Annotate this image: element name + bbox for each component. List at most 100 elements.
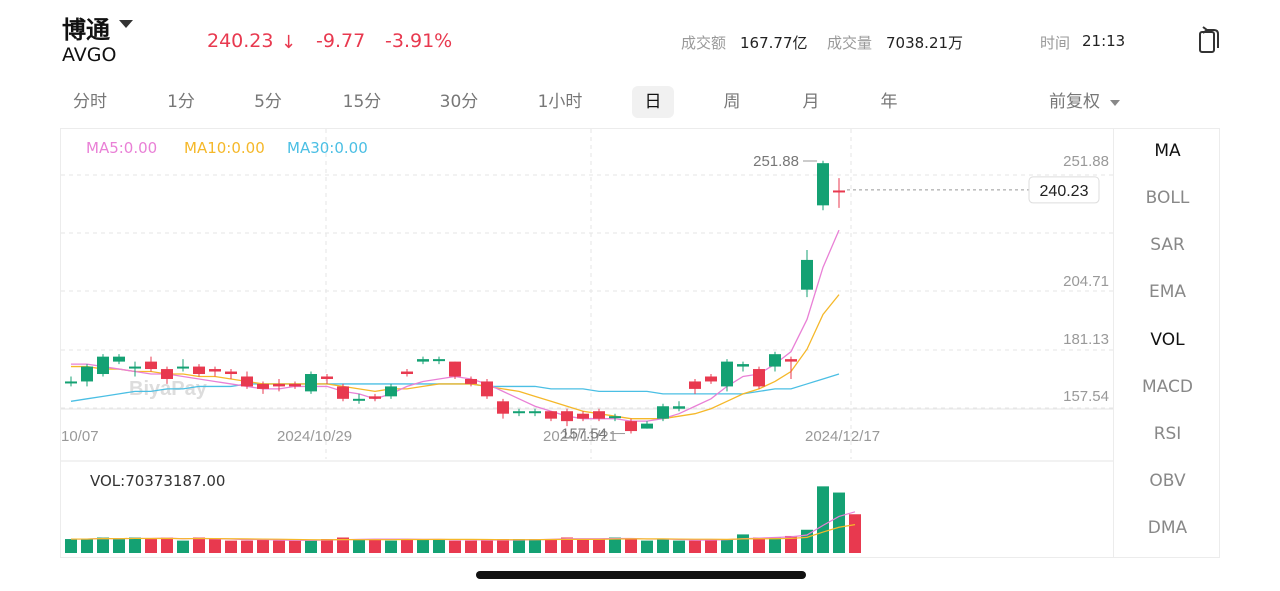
tab-1hour[interactable]: 1小时 bbox=[537, 92, 583, 112]
volume-bar bbox=[337, 537, 349, 553]
candle-body bbox=[81, 366, 93, 382]
candle-body bbox=[369, 396, 381, 399]
candle-body bbox=[689, 381, 701, 389]
indicator-rsi[interactable]: RSI bbox=[1153, 424, 1182, 444]
indicator-ma[interactable]: MA bbox=[1154, 141, 1181, 161]
candle-body bbox=[225, 371, 237, 375]
tab-15min[interactable]: 15分 bbox=[342, 92, 382, 112]
tab-intraday[interactable]: 分时 bbox=[73, 92, 107, 112]
volume-bar bbox=[161, 537, 173, 553]
tab-month[interactable]: 月 bbox=[802, 92, 820, 112]
volume-bar bbox=[673, 540, 685, 553]
chart-area[interactable]: BiyaPay 251.88 204.71 181.13 157.54 10/07 2024… bbox=[60, 128, 1220, 558]
volume-bar bbox=[609, 537, 621, 553]
volume-bar bbox=[177, 540, 189, 553]
candle-body bbox=[529, 411, 541, 414]
volume-bar bbox=[433, 539, 445, 553]
candle-body bbox=[705, 376, 717, 382]
volume-bar bbox=[817, 486, 829, 553]
time-label: 时间 bbox=[1040, 34, 1071, 52]
candle-body bbox=[545, 411, 557, 419]
indicator-dma[interactable]: DMA bbox=[1147, 518, 1188, 538]
volume-bar bbox=[657, 539, 669, 553]
indicator-vol[interactable]: VOL bbox=[1150, 330, 1185, 350]
indicator-boll[interactable]: BOLL bbox=[1145, 188, 1190, 208]
x-axis-label: 2024/10/29 bbox=[277, 428, 352, 445]
volume-bar bbox=[497, 539, 509, 553]
volume-bar bbox=[369, 539, 381, 553]
period-tabs: 分时 1分 5分 15分 30分 1小时 日 周 月 年 前复权 bbox=[0, 86, 1280, 120]
indicator-macd[interactable]: MACD bbox=[1142, 377, 1193, 397]
candle-body bbox=[465, 378, 477, 384]
volume-bar bbox=[737, 534, 749, 553]
volume-bar bbox=[289, 540, 301, 553]
indicator-sidebar: MA BOLL SAR EMA VOL MACD RSI OBV DMA bbox=[1113, 128, 1220, 558]
volume-bar bbox=[321, 539, 333, 553]
price-change-percent: -3.91% bbox=[385, 30, 453, 52]
candle-body bbox=[129, 366, 141, 369]
home-indicator[interactable] bbox=[476, 571, 806, 579]
candle-body bbox=[289, 383, 301, 387]
volume-bar bbox=[257, 539, 269, 553]
volume-bar bbox=[145, 539, 157, 553]
last-price-label: 240.23 bbox=[1040, 183, 1089, 200]
stock-name[interactable]: 博通 bbox=[62, 16, 110, 44]
rotate-screen-icon[interactable] bbox=[1196, 24, 1224, 56]
candle-body bbox=[641, 423, 653, 429]
dropdown-caret-icon bbox=[1110, 100, 1120, 106]
volume-bar bbox=[129, 537, 141, 553]
volume-bar bbox=[545, 539, 557, 553]
stock-switch-caret-icon[interactable] bbox=[119, 20, 133, 28]
volume-bar bbox=[641, 540, 653, 553]
volume-bar bbox=[849, 514, 861, 553]
candle-body bbox=[657, 406, 669, 419]
candle-body bbox=[65, 381, 77, 384]
low-annotation-label: 157.54 bbox=[561, 426, 607, 443]
volume-bar bbox=[401, 539, 413, 553]
volume-bar bbox=[801, 529, 813, 553]
volume-bar bbox=[449, 540, 461, 553]
candle-body bbox=[801, 259, 813, 290]
volume-bar bbox=[241, 540, 253, 553]
price-adjust-dropdown[interactable]: 前复权 bbox=[1049, 92, 1100, 112]
candle-body bbox=[161, 369, 173, 379]
tab-30min[interactable]: 30分 bbox=[439, 92, 479, 112]
candle-body bbox=[305, 374, 317, 392]
candle-body bbox=[561, 411, 573, 422]
candle-body bbox=[385, 386, 397, 397]
volume-bar bbox=[833, 492, 845, 553]
candle-body bbox=[577, 413, 589, 419]
candle-body bbox=[97, 356, 109, 375]
candle-body bbox=[513, 411, 525, 414]
y-axis-label: 181.13 bbox=[1063, 331, 1109, 348]
tab-day[interactable]: 日 bbox=[632, 86, 674, 118]
down-arrow-icon: ↓ bbox=[281, 32, 297, 53]
volume-bar bbox=[385, 540, 397, 553]
tab-week[interactable]: 周 bbox=[723, 92, 741, 112]
indicator-sar[interactable]: SAR bbox=[1150, 235, 1185, 255]
candle-body bbox=[145, 361, 157, 370]
candle-body bbox=[785, 359, 797, 362]
candle-body bbox=[593, 411, 605, 419]
volume-bar bbox=[753, 537, 765, 553]
volume-bar bbox=[705, 539, 717, 553]
ma10-legend: MA10:0.00 bbox=[184, 139, 265, 157]
tab-5min[interactable]: 5分 bbox=[254, 92, 282, 112]
indicator-ema[interactable]: EMA bbox=[1148, 282, 1187, 302]
volume-bar bbox=[561, 537, 573, 553]
volume-bar bbox=[65, 539, 77, 553]
volume-bar bbox=[305, 540, 317, 553]
volume-bar bbox=[529, 539, 541, 553]
volume-ma10-line bbox=[71, 524, 856, 541]
indicator-obv[interactable]: OBV bbox=[1149, 471, 1186, 491]
volume-bar bbox=[769, 537, 781, 553]
ma5-legend: MA5:0.00 bbox=[86, 139, 158, 157]
volume-bar bbox=[81, 539, 93, 553]
candle-body bbox=[833, 190, 845, 193]
tab-1min[interactable]: 1分 bbox=[167, 92, 195, 112]
volume-bar bbox=[625, 539, 637, 553]
tab-year[interactable]: 年 bbox=[880, 92, 898, 112]
ma30-legend: MA30:0.00 bbox=[287, 139, 368, 157]
x-axis-label: 2024/11/21 bbox=[543, 428, 617, 445]
